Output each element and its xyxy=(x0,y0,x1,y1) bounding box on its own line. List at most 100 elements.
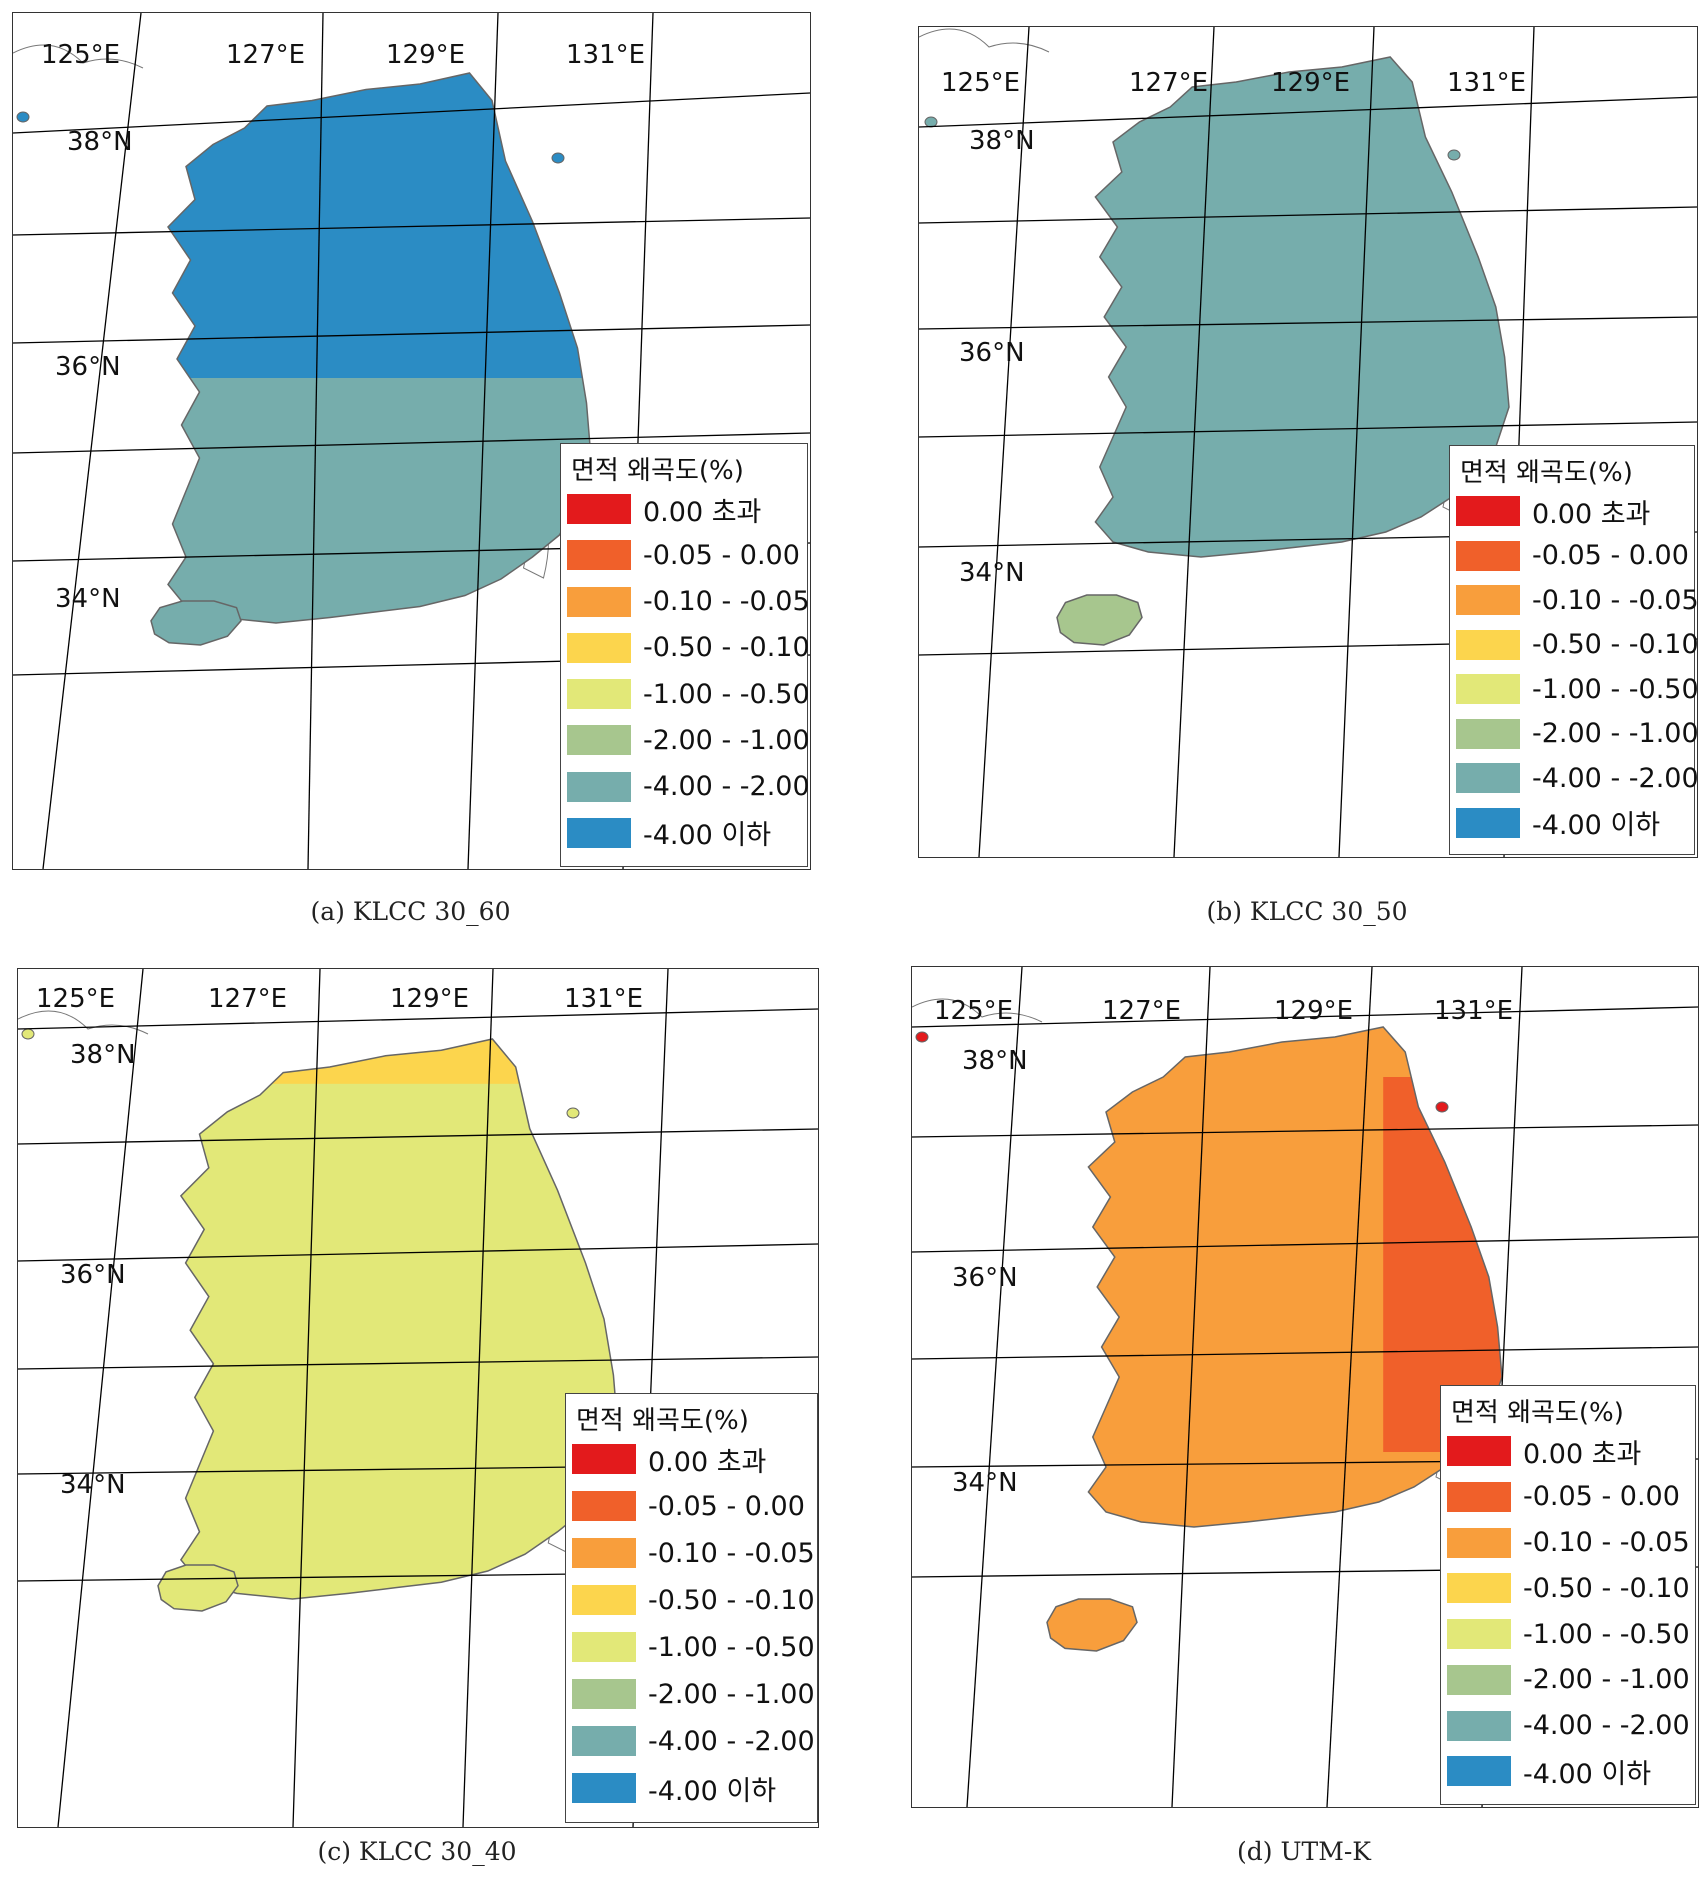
legend-item: -4.00 - -2.00 xyxy=(572,1724,815,1758)
legend-item: -1.00 - -0.50 xyxy=(1447,1617,1690,1651)
legend-item: -0.05 - 0.00 xyxy=(1456,539,1689,573)
lon-label: 125°E xyxy=(41,40,120,70)
lon-label: 127°E xyxy=(226,40,305,70)
meridian-line xyxy=(966,967,1023,1807)
lon-label: 127°E xyxy=(1129,68,1208,98)
legend-label: 0.00 초과 xyxy=(643,496,762,528)
parallel-line xyxy=(912,1124,1698,1138)
legend-swatch xyxy=(572,1632,636,1662)
parallel-line xyxy=(18,1356,818,1370)
legend-label: -0.50 - -0.10 xyxy=(1532,629,1698,660)
legend-title: 면적 왜곡도(%) xyxy=(1451,1398,1624,1428)
lat-label: 38°N xyxy=(67,127,133,157)
parallel-line xyxy=(18,1008,818,1030)
legend-swatch xyxy=(1456,540,1520,571)
legend-swatch xyxy=(1447,1573,1511,1604)
legend-label: -0.05 - 0.00 xyxy=(648,1490,805,1522)
legend-swatch xyxy=(1456,718,1520,749)
legend-label: -0.10 - -0.05 xyxy=(1523,1527,1690,1558)
legend-item: -1.00 - -0.50 xyxy=(1456,672,1698,706)
meridian-line xyxy=(1173,27,1215,857)
legend-label: 0.00 초과 xyxy=(648,1446,767,1478)
legend-label: 0.00 초과 xyxy=(1532,498,1651,530)
legend-item: -4.00 이하 xyxy=(1456,806,1660,841)
parallel-line xyxy=(919,421,1697,438)
jeju-island xyxy=(1056,594,1143,646)
lat-label: 36°N xyxy=(959,338,1025,368)
legend-item: -2.00 - -1.00 xyxy=(1456,717,1697,751)
legend-item: 0.00 초과 xyxy=(1456,494,1651,530)
lon-label: 125°E xyxy=(36,984,115,1014)
legend-item: -0.05 - 0.00 xyxy=(572,1489,805,1523)
legend-item: -0.50 - -0.10 xyxy=(1447,1571,1690,1605)
legend-swatch xyxy=(1456,585,1520,615)
panel-caption: (d) UTM-K xyxy=(1237,1837,1371,1866)
legend-item: -4.00 - -2.00 xyxy=(1456,761,1697,795)
legend-item: -4.00 - -2.00 xyxy=(1447,1709,1690,1743)
parallel-line xyxy=(13,92,810,134)
legend-label: -1.00 - -0.50 xyxy=(1532,673,1698,705)
islet xyxy=(915,1031,929,1043)
legend-swatch xyxy=(567,679,631,709)
legend-item: -4.00 이하 xyxy=(1447,1754,1652,1790)
legend-swatch xyxy=(1456,629,1520,660)
legend-label: -4.00 이하 xyxy=(1523,1758,1652,1790)
legend-item: -1.00 - -0.50 xyxy=(567,677,810,711)
lat-label: 34°N xyxy=(60,1470,126,1500)
lat-label: 36°N xyxy=(952,1263,1018,1293)
legend-label: -4.00 - -2.00 xyxy=(648,1725,815,1757)
meridian-line xyxy=(1338,27,1375,857)
parallel-line xyxy=(912,1006,1698,1028)
legend-item: -0.05 - 0.00 xyxy=(1447,1480,1680,1514)
legend-label: -0.10 - -0.05 xyxy=(643,586,810,617)
legend-label: -2.00 - -1.00 xyxy=(643,724,810,756)
legend-swatch xyxy=(567,725,631,756)
jeju-island xyxy=(150,600,242,646)
panel-d: 125°E 127°E 129°E 131°E 38°N 36°N 34°N 면적 왜곡도(… xyxy=(854,940,1708,1883)
legend-swatch xyxy=(572,1773,636,1803)
legend-label: -4.00 - -2.00 xyxy=(643,771,810,802)
legend-label: -1.00 - -0.50 xyxy=(648,1631,815,1663)
meridian-line xyxy=(57,969,144,1827)
panel-caption: (c) KLCC 30_40 xyxy=(317,1837,517,1866)
legend-item: -0.10 - -0.05 xyxy=(572,1536,815,1570)
legend-label: -0.50 - -0.10 xyxy=(648,1584,815,1616)
mainland-outline xyxy=(1087,1026,1503,1528)
legend-swatch xyxy=(567,494,631,524)
legend-item: -0.50 - -0.10 xyxy=(572,1583,815,1617)
parallel-line xyxy=(912,1236,1698,1253)
parallel-line xyxy=(912,1346,1698,1360)
legend-item: -0.50 - -0.10 xyxy=(1456,628,1698,662)
legend-label: -0.10 - -0.05 xyxy=(1532,584,1698,616)
legend-title: 면적 왜곡도(%) xyxy=(576,1406,749,1436)
legend-item: -4.00 이하 xyxy=(572,1771,776,1807)
legend-item: -2.00 - -1.00 xyxy=(572,1677,815,1711)
legend-swatch xyxy=(1447,1756,1511,1787)
islet xyxy=(1447,149,1461,161)
legend-swatch xyxy=(1447,1436,1511,1466)
legend-item: 0.00 초과 xyxy=(1447,1434,1641,1470)
legend-swatch xyxy=(1447,1481,1511,1512)
legend-item: -0.50 - -0.10 xyxy=(567,631,810,665)
legend-label: -0.50 - -0.10 xyxy=(1523,1572,1690,1604)
lat-label: 36°N xyxy=(60,1260,126,1290)
jeju-island xyxy=(1046,1598,1138,1652)
legend-item: -2.00 - -1.00 xyxy=(1447,1663,1690,1697)
panel-caption: (a) KLCC 30_60 xyxy=(310,897,511,926)
legend-label: -0.10 - -0.05 xyxy=(648,1537,815,1569)
parallel-line xyxy=(919,206,1697,224)
legend-label: -2.00 - -1.00 xyxy=(1523,1664,1690,1696)
legend-item: 0.00 초과 xyxy=(567,492,762,528)
lon-label: 131°E xyxy=(566,40,645,70)
legend-title: 면적 왜곡도(%) xyxy=(1460,458,1633,488)
graticule xyxy=(912,967,1698,1807)
legend-label: -0.50 - -0.10 xyxy=(643,632,810,664)
panel-c: 125°E 127°E 129°E 131°E 38°N 36°N 34°N 면적 왜곡도(… xyxy=(0,940,854,1883)
meridian-line xyxy=(42,13,142,869)
lat-label: 38°N xyxy=(70,1040,136,1070)
lon-label: 127°E xyxy=(1102,996,1181,1026)
meridian-line xyxy=(307,13,324,869)
legend-item: -4.00 - -2.00 xyxy=(567,770,810,804)
parallel-line xyxy=(18,1128,818,1145)
legend-swatch xyxy=(1456,807,1520,838)
